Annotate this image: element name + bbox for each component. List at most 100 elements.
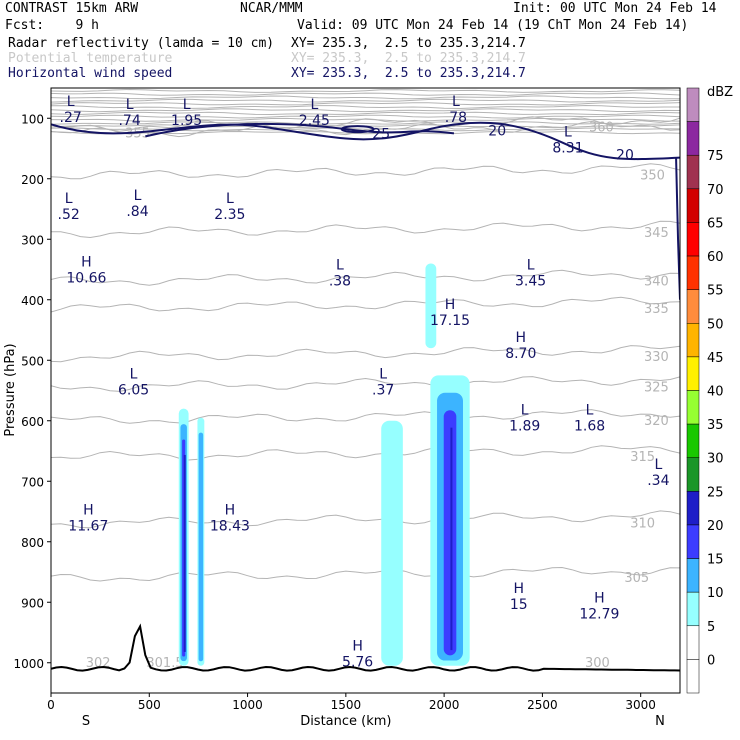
theta-contour-upper (51, 117, 680, 122)
colorbar-swatch (686, 222, 700, 257)
extremum-value: 1.95 (171, 113, 202, 129)
extremum-low: L (126, 97, 134, 113)
theta-contour-335 (51, 296, 680, 313)
theta-label: 345 (644, 226, 669, 241)
terrain-line (51, 623, 680, 672)
colorbar-label: 35 (707, 418, 724, 433)
y-tick-label: 300 (21, 233, 44, 247)
theta-contour-325 (51, 376, 680, 392)
theta-label: 355 (125, 126, 150, 141)
theta-label: 335 (644, 302, 669, 317)
extremum-low: L (521, 403, 529, 419)
extremum-value: 8.70 (505, 346, 536, 362)
reflectivity-cell (425, 263, 437, 349)
colorbar-label: 0 (707, 653, 715, 668)
colorbar-swatch (686, 457, 700, 492)
extremum-low: L (336, 258, 344, 274)
extremum-value: 1.68 (574, 419, 605, 435)
theta-contour-upper (51, 92, 680, 96)
theta-contour-345 (51, 220, 680, 239)
extremum-value: .84 (126, 204, 148, 220)
colorbar-swatch (686, 356, 700, 391)
wind-contour-20 (675, 157, 680, 300)
colorbar-label: 20 (707, 519, 724, 534)
field-xy-wind: XY= 235.3, 2.5 to 235.3,214.7 (291, 66, 526, 81)
extremum-value: .34 (647, 473, 669, 489)
colorbar-swatch (686, 323, 700, 358)
theta-label: 360 (589, 120, 614, 135)
extremum-high: H (445, 297, 456, 313)
wind-label: 25 (372, 126, 390, 142)
theta-contour-upper (51, 98, 680, 103)
extremum-value: 2.45 (299, 113, 330, 129)
y-tick-label: 1000 (13, 657, 44, 671)
colorbar-swatch (686, 87, 700, 122)
colorbar-label: 70 (707, 183, 724, 198)
colorbar-label: 55 (707, 284, 724, 299)
axis-end-north: N (655, 714, 665, 729)
extremum-value: 2.35 (214, 207, 245, 223)
extremum-value: 6.05 (118, 382, 149, 398)
theta-label: 300 (585, 656, 610, 671)
extremum-value: 12.79 (579, 606, 619, 622)
extremum-low: L (452, 94, 460, 110)
x-tick-label: 500 (138, 698, 161, 712)
y-tick-label: 800 (21, 536, 44, 550)
theta-label: 340 (644, 275, 669, 290)
field-xy-reflectivity: XY= 235.3, 2.5 to 235.3,214.7 (291, 36, 526, 51)
colorbar-label: 45 (707, 351, 724, 366)
extremum-high: H (352, 639, 363, 655)
extremum-value: 17.15 (430, 313, 470, 329)
wind-label: 20 (488, 123, 506, 139)
extremum-value: .37 (372, 382, 394, 398)
reflectivity-cell (443, 410, 457, 656)
colorbar-swatch (686, 390, 700, 425)
colorbar-label: 30 (707, 452, 724, 467)
colorbar-swatch (686, 524, 700, 559)
plot-frame (50, 87, 681, 694)
wind-contour-20 (51, 121, 680, 161)
field-name-theta: Potential temperature (8, 51, 173, 66)
colorbar-swatch (686, 659, 700, 694)
theta-contour-340 (51, 269, 680, 286)
field-name-wind: Horizontal wind speed (8, 66, 173, 81)
extremum-value: .74 (118, 113, 140, 129)
theta-contour-upper (51, 88, 680, 93)
valid-time: Valid: 09 UTC Mon 24 Feb 14 (19 ChT Mon … (297, 18, 689, 33)
colorbar-swatch (686, 591, 700, 627)
extremum-high: H (594, 590, 605, 606)
theta-contour-upper (51, 127, 680, 132)
theta-contour-310 (51, 510, 680, 529)
extremum-low: L (130, 366, 138, 382)
theta-contour-upper (51, 102, 680, 106)
colorbar-label: 5 (707, 620, 715, 635)
theta-contour-upper (51, 111, 680, 116)
extremum-high: H (514, 581, 525, 597)
y-tick-label: 700 (21, 475, 44, 489)
theta-contour-upper (51, 95, 680, 100)
x-axis-label: Distance (km) (300, 714, 391, 729)
extremum-low: L (134, 188, 142, 204)
theta-contour-upper (51, 104, 680, 110)
wind-label: 20 (616, 148, 634, 164)
extremum-value: 1.89 (509, 419, 540, 435)
colorbar-label: 40 (707, 385, 724, 400)
colorbar-swatch (686, 154, 700, 190)
colorbar-label: 25 (707, 485, 724, 500)
reflectivity-cell (198, 432, 204, 662)
x-tick-label: 2500 (527, 698, 558, 712)
axis-end-south: S (82, 714, 90, 729)
theta-contour-330 (51, 345, 680, 363)
colorbar-label: 15 (707, 553, 724, 568)
forecast-hour: Fcst: 9 h (5, 18, 99, 33)
init-label: Init: 00 UTC Mon 24 Feb 14 (513, 1, 717, 16)
x-tick-label: 3000 (625, 698, 656, 712)
colorbar-label: 50 (707, 317, 724, 332)
theta-label: 301.5 (146, 656, 183, 671)
field-xy-theta: XY= 235.3, 2.5 to 235.3,214.7 (291, 51, 526, 66)
model-title: CONTRAST 15km ARW (5, 1, 139, 16)
colorbar-label: 60 (707, 250, 724, 265)
y-axis-label: Pressure (hPa) (3, 343, 18, 436)
